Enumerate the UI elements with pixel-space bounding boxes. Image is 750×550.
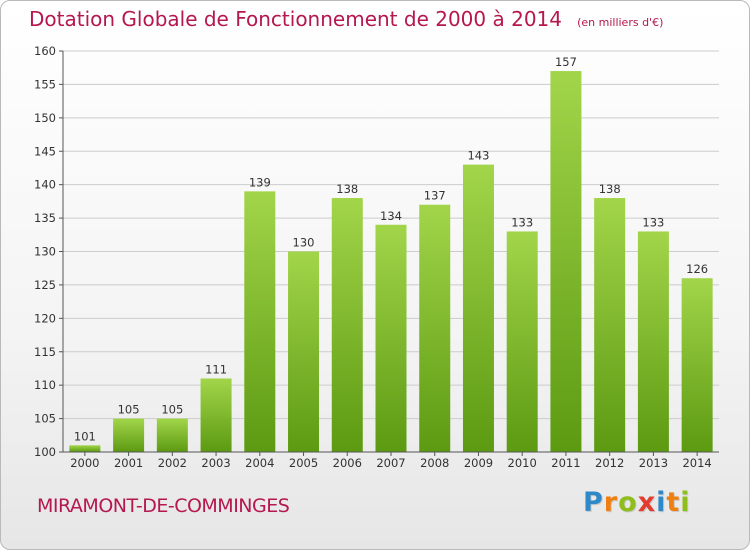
chart-title: Dotation Globale de Fonctionnement de 20… <box>29 7 663 31</box>
bar-2011 <box>550 71 582 453</box>
logo-letter: P <box>583 487 604 518</box>
x-tick-label-2004: 2004 <box>245 456 274 470</box>
bar-2003 <box>200 378 232 452</box>
value-labels: 101 105 105 111 139 130 138 134 137 143 133 157 138 1… <box>74 55 708 443</box>
data-label-2001: 105 <box>118 403 140 417</box>
chart-title-text: Dotation Globale de Fonctionnement de 20… <box>29 7 562 31</box>
bar-2013 <box>637 231 669 452</box>
y-tick-label: 160 <box>34 44 56 58</box>
axes: 100 105 110 115 120 125 130 135 140 145 150 155 160 2… <box>34 44 719 470</box>
y-tick-label: 115 <box>34 345 56 359</box>
y-tick-label: 130 <box>34 245 56 259</box>
y-tick-label: 150 <box>34 111 56 125</box>
bar-2007 <box>375 224 407 452</box>
data-label-2006: 138 <box>336 182 358 196</box>
logo-letter: x <box>637 487 657 518</box>
proxiti-logo: Proxiti <box>583 487 691 518</box>
logo-letter: r <box>603 487 619 518</box>
data-label-2009: 143 <box>467 149 489 163</box>
y-tick-label: 100 <box>34 445 56 459</box>
x-tick-label-2009: 2009 <box>464 456 493 470</box>
data-label-2012: 138 <box>599 182 621 196</box>
bars <box>69 71 713 453</box>
bar-2000 <box>69 445 101 452</box>
x-tick-label-2002: 2002 <box>158 456 187 470</box>
y-tick-label: 145 <box>34 144 56 158</box>
bar-2004 <box>244 191 276 452</box>
y-tick-label: 105 <box>34 412 56 426</box>
y-tick-label: 120 <box>34 311 56 325</box>
data-label-2007: 134 <box>380 209 402 223</box>
data-label-2011: 157 <box>555 55 577 69</box>
y-tick-label: 140 <box>34 178 56 192</box>
data-label-2014: 126 <box>686 262 708 276</box>
bar-2008 <box>419 204 451 452</box>
x-tick-label-2005: 2005 <box>289 456 318 470</box>
data-label-2008: 137 <box>424 189 446 203</box>
commune-name: MIRAMONT-DE-COMMINGES <box>37 495 290 517</box>
data-label-2005: 130 <box>293 236 315 250</box>
y-tick-label: 135 <box>34 211 56 225</box>
data-label-2010: 133 <box>511 215 533 229</box>
x-tick-label-2003: 2003 <box>201 456 230 470</box>
x-tick-label-2010: 2010 <box>508 456 537 470</box>
x-tick-label-2014: 2014 <box>682 456 711 470</box>
data-label-2002: 105 <box>161 403 183 417</box>
bar-2001 <box>113 418 145 452</box>
x-tick-label-2001: 2001 <box>114 456 143 470</box>
bar-2012 <box>594 198 626 452</box>
bar-2010 <box>506 231 538 452</box>
data-label-2004: 139 <box>249 175 271 189</box>
logo-letter: i <box>680 487 691 518</box>
x-tick-label-2011: 2011 <box>551 456 580 470</box>
x-tick-label-2013: 2013 <box>639 456 668 470</box>
x-tick-label-2008: 2008 <box>420 456 449 470</box>
data-label-2003: 111 <box>205 362 227 376</box>
data-label-2000: 101 <box>74 429 96 443</box>
data-label-2013: 133 <box>642 215 664 229</box>
x-tick-label-2012: 2012 <box>595 456 624 470</box>
y-tick-label: 110 <box>34 378 56 392</box>
y-tick-label: 125 <box>34 278 56 292</box>
chart-unit-label: (en milliers d'€) <box>577 16 664 29</box>
logo-letter: i <box>656 487 667 518</box>
y-tick-label: 155 <box>34 77 56 91</box>
x-tick-label-2000: 2000 <box>70 456 99 470</box>
bar-2009 <box>462 164 494 452</box>
bar-2006 <box>331 198 363 452</box>
bar-2005 <box>288 251 320 452</box>
bar-2002 <box>156 418 188 452</box>
x-tick-label-2007: 2007 <box>376 456 405 470</box>
logo-letter: o <box>618 487 638 518</box>
x-tick-label-2006: 2006 <box>333 456 362 470</box>
bar-2014 <box>681 278 713 452</box>
logo-letter: t <box>666 487 681 518</box>
